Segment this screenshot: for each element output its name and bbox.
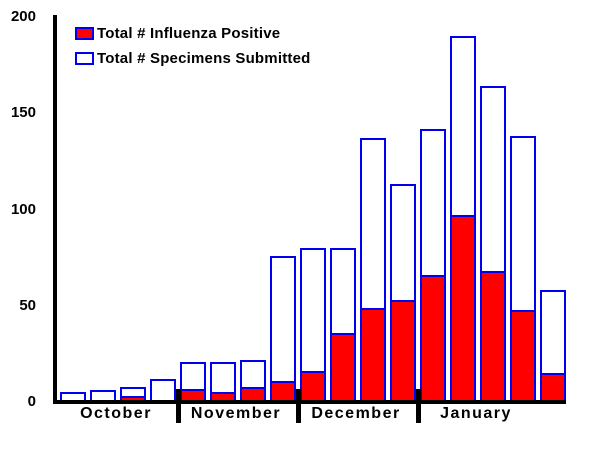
legend-item-influenza-positive: Total # Influenza Positive (75, 21, 311, 46)
influenza-positive-bar (330, 333, 356, 402)
influenza-positive-bar (390, 300, 416, 402)
influenza-positive-bar (450, 215, 476, 402)
month-separator-tick (295, 389, 301, 423)
legend-label-influenza-positive: Total # Influenza Positive (97, 25, 281, 42)
y-axis-tick-label: 100 (10, 201, 36, 218)
influenza-positive-bar (300, 371, 326, 402)
specimens-submitted-bar (270, 256, 296, 402)
specimens-submitted-bar (150, 379, 176, 402)
influenza-positive-bar (510, 310, 536, 402)
influenza-positive-bar (420, 275, 446, 402)
month-separator-tick (175, 389, 181, 423)
y-axis-tick-label: 0 (27, 393, 36, 410)
legend-item-specimens-submitted: Total # Specimens Submitted (75, 46, 311, 71)
month-separator-tick (415, 389, 421, 423)
y-axis-tick-label: 200 (10, 8, 36, 25)
chart-legend: Total # Influenza Positive Total # Speci… (75, 21, 311, 71)
influenza-positive-bar (360, 308, 386, 402)
influenza-positive-bar (270, 381, 296, 402)
influenza-positive-bar (480, 271, 506, 402)
y-axis-tick-label: 150 (10, 104, 36, 121)
month-label-october: October (80, 405, 152, 422)
legend-swatch-specimens-submitted (75, 52, 94, 65)
x-axis (53, 400, 566, 404)
month-label-january: January (440, 405, 512, 422)
y-axis (53, 15, 57, 404)
legend-swatch-influenza-positive (75, 27, 94, 40)
month-label-december: December (311, 405, 401, 422)
y-axis-tick-label: 50 (19, 297, 36, 314)
legend-label-specimens-submitted: Total # Specimens Submitted (97, 50, 311, 67)
influenza-positive-bar (540, 373, 566, 402)
month-label-november: November (190, 405, 282, 422)
